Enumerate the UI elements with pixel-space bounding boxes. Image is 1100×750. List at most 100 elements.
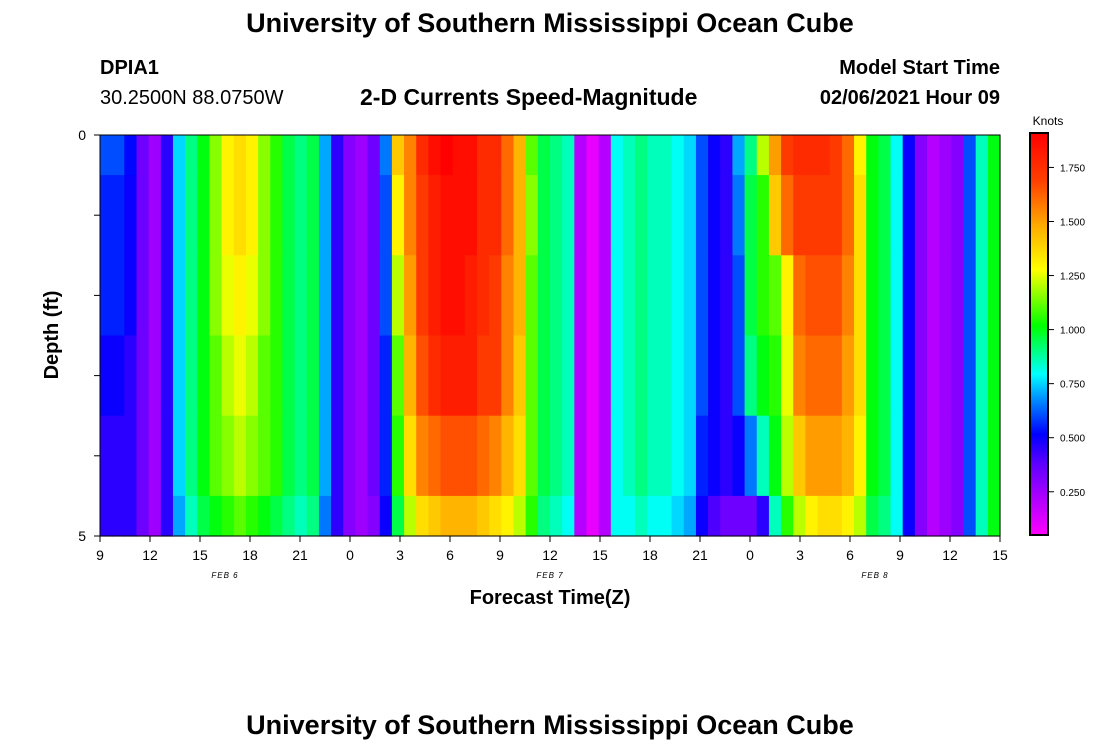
heatmap-cell [112, 495, 125, 537]
heatmap-cell [963, 415, 977, 497]
heatmap-cell [452, 135, 466, 176]
heatmap-cell [975, 255, 989, 337]
heatmap-cell [318, 415, 332, 497]
heatmap-cell [464, 335, 478, 417]
heatmap-cell [416, 255, 429, 337]
heatmap-cell [172, 135, 186, 176]
heatmap-cell [683, 175, 697, 256]
heatmap-cell [489, 415, 502, 497]
heatmap-cell [172, 255, 186, 337]
heatmap-cell [537, 495, 551, 537]
heatmap-cell [355, 175, 369, 256]
heatmap-cell [501, 415, 515, 497]
heatmap-cell [927, 415, 940, 497]
heatmap-cell [245, 415, 259, 497]
heatmap-cell [270, 255, 284, 337]
heatmap-cell [586, 335, 600, 417]
heatmap-cell [355, 255, 369, 337]
heatmap-cell [428, 335, 442, 417]
heatmap-cell [647, 335, 661, 417]
heatmap-cell [987, 495, 1001, 537]
heatmap-cell [695, 255, 709, 337]
heatmap-cell [622, 175, 636, 256]
x-tick-label: 0 [346, 547, 354, 563]
heatmap-cell [185, 335, 198, 417]
colorbar-label: Knots [1033, 114, 1064, 128]
x-tick-label: 12 [942, 547, 958, 563]
heatmap-cell [902, 495, 916, 537]
heatmap-cell [270, 335, 284, 417]
heatmap-cell [878, 175, 892, 256]
heatmap-cell [878, 495, 892, 537]
heatmap-cell [525, 255, 539, 337]
colorbar-tick-label: 1.750 [1060, 163, 1085, 174]
heatmap-cell [221, 175, 235, 256]
heatmap-cell [148, 335, 162, 417]
heatmap-cell [294, 175, 308, 256]
x-tick-label: 6 [446, 547, 454, 563]
heatmap-cell [817, 495, 831, 537]
heatmap-cell [404, 175, 417, 256]
heatmap-cell [829, 415, 843, 497]
heatmap-cell [963, 135, 977, 176]
heatmap-cell [331, 135, 344, 176]
heatmap-cell [379, 175, 393, 256]
heatmap-cell [890, 135, 904, 176]
heatmap-cell [975, 415, 989, 497]
heatmap-cell [367, 495, 381, 537]
x-tick-label: 12 [542, 547, 558, 563]
heatmap-cell [160, 175, 174, 256]
heatmap-cell [440, 495, 454, 537]
heatmap-cell [854, 135, 867, 176]
colorbar-tick-label: 0.500 [1060, 434, 1085, 445]
heatmap-cell [391, 255, 405, 337]
heatmap-cell [379, 415, 393, 497]
heatmap-cell [781, 495, 794, 537]
heatmap-cell [452, 255, 466, 337]
heatmap-cell [866, 495, 879, 537]
heatmap-cell [428, 135, 442, 176]
heatmap-cell [768, 495, 782, 537]
date-labels: FEB 6 FEB 7 FEB 8 [211, 571, 887, 580]
heatmap-cell [294, 335, 308, 417]
heatmap-cell [318, 135, 332, 176]
heatmap-cell [245, 335, 259, 417]
heatmap-cell [245, 255, 259, 337]
heatmap-cell [659, 495, 673, 537]
heatmap-cell [537, 255, 551, 337]
heatmap-cell [598, 335, 612, 417]
heatmap-cell [586, 415, 600, 497]
heatmap-cell [793, 495, 806, 537]
x-tick-label: 6 [846, 547, 854, 563]
heatmap-cell [562, 135, 575, 176]
heatmap-cell [841, 415, 855, 497]
heatmap-cell [878, 135, 892, 176]
heatmap-cell [635, 335, 648, 417]
heatmap-cell [756, 135, 770, 176]
heatmap-cell [148, 495, 162, 537]
heatmap-cell [817, 415, 831, 497]
heatmap-cell [914, 135, 928, 176]
heatmap-cell [245, 175, 259, 256]
x-tick-label: 9 [496, 547, 504, 563]
heatmap-cell [598, 135, 612, 176]
heatmap-cell [355, 495, 369, 537]
heatmap-cell [671, 135, 685, 176]
heatmap-cell [550, 335, 563, 417]
heatmap-cell [464, 255, 478, 337]
page-title: University of Southern Mississippi Ocean… [246, 8, 854, 38]
heatmap-cells [100, 135, 1001, 537]
heatmap-cell [768, 135, 782, 176]
x-tick-label: 21 [692, 547, 708, 563]
heatmap-cell [647, 135, 661, 176]
heatmap-cell [635, 495, 648, 537]
heatmap-cell [197, 415, 211, 497]
heatmap-cell [890, 255, 904, 337]
colorbar-ticks: 1.750 1.500 1.250 1.000 0.750 0.500 0.250 [1048, 163, 1085, 499]
heatmap-cell [622, 495, 636, 537]
heatmap-cell [708, 175, 721, 256]
heatmap-cell [927, 255, 940, 337]
heatmap-cell [914, 175, 928, 256]
heatmap-cell [501, 135, 515, 176]
heatmap-cell [513, 175, 527, 256]
